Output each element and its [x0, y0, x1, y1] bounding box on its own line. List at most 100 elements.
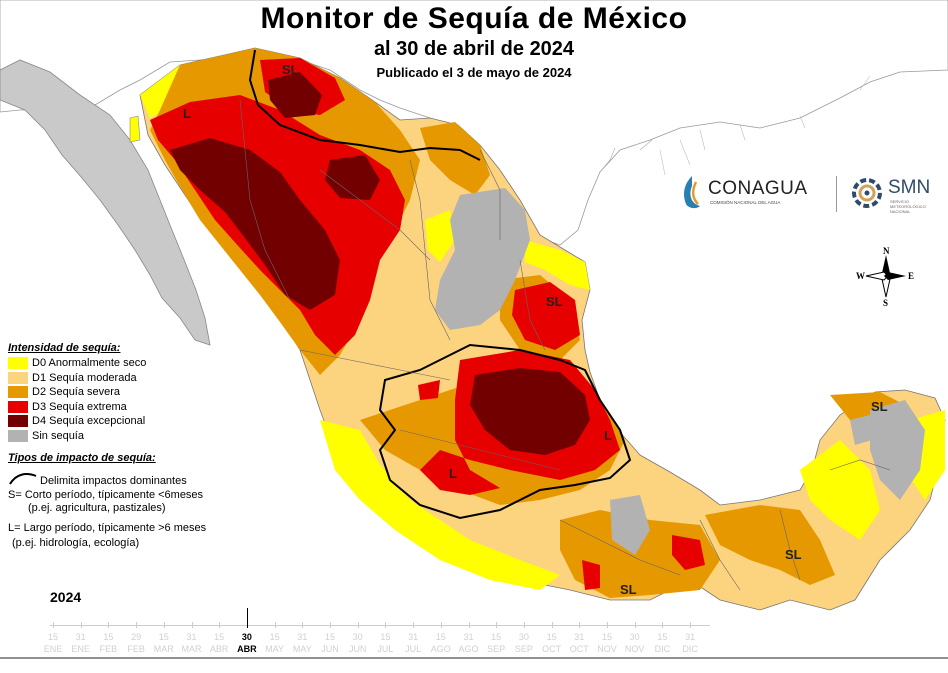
- timeline-month[interactable]: FEB: [127, 644, 145, 654]
- timeline-day[interactable]: 15: [269, 632, 280, 642]
- timeline-day[interactable]: 30: [352, 632, 363, 642]
- timeline-month[interactable]: ABR: [237, 644, 257, 654]
- timeline-tick: [496, 622, 498, 628]
- timeline-day[interactable]: 31: [186, 632, 197, 642]
- timeline-tick: [440, 622, 442, 628]
- timeline-day[interactable]: 30: [629, 632, 640, 642]
- timeline-month[interactable]: FEB: [99, 644, 118, 654]
- timeline-day[interactable]: 15: [214, 632, 225, 642]
- timeline-month[interactable]: JUN: [321, 644, 339, 654]
- timeline-tick: [53, 622, 54, 628]
- map-label-sl: SL: [785, 547, 802, 562]
- timeline-day[interactable]: 15: [324, 632, 335, 642]
- timeline-month[interactable]: OCT: [542, 644, 562, 654]
- legend-label: D4 Sequía excepcional: [32, 415, 146, 428]
- timeline-day[interactable]: 15: [435, 632, 446, 642]
- page-subtitle: al 30 de abril de 2024: [373, 38, 575, 60]
- timeline-month[interactable]: ENE: [43, 644, 63, 654]
- timeline-month[interactable]: JUL: [377, 644, 394, 654]
- timeline-month[interactable]: MAY: [265, 644, 285, 654]
- conagua-logo-text: CONAGUA: [708, 178, 808, 199]
- legend-item: D2 Sequía severa: [8, 385, 248, 400]
- timeline-day[interactable]: 29: [131, 632, 142, 642]
- map-label-l: L: [449, 466, 457, 481]
- timeline-day[interactable]: 31: [685, 632, 696, 642]
- timeline-month[interactable]: NOV: [597, 644, 617, 654]
- published-date: Publicado el 3 de mayo de 2024: [376, 65, 572, 80]
- timeline-tick: [468, 622, 470, 628]
- timeline-day[interactable]: 31: [408, 632, 419, 642]
- timeline-month[interactable]: SEP: [487, 644, 506, 654]
- map-label-sl: SL: [620, 582, 637, 597]
- smn-subtitle: SERVICIO METEOROLÓGICO NACIONAL: [890, 199, 926, 214]
- timeline-day[interactable]: 31: [75, 632, 86, 642]
- conagua-logo-icon: [684, 176, 700, 209]
- timeline-tick: [523, 622, 525, 628]
- timeline-month[interactable]: JUN: [348, 644, 367, 654]
- timeline-month[interactable]: AGO: [430, 644, 451, 654]
- map-label-l: L: [604, 428, 612, 443]
- timeline-day[interactable]: 31: [574, 632, 585, 642]
- timeline-month[interactable]: MAR: [153, 644, 174, 654]
- timeline-month[interactable]: DIC: [682, 644, 698, 654]
- timeline-month[interactable]: NOV: [624, 644, 645, 654]
- timeline-tick: [163, 622, 165, 628]
- map-label-sl: SL: [546, 294, 563, 309]
- timeline-day[interactable]: 15: [47, 632, 58, 642]
- timeline-day[interactable]: 30: [518, 632, 529, 642]
- legend-label: D3 Sequía extrema: [32, 400, 127, 413]
- legend-label: D1 Sequía moderada: [32, 371, 137, 384]
- timeline-month[interactable]: MAR: [181, 644, 202, 654]
- timeline-tick: [579, 622, 581, 628]
- timeline-month[interactable]: ABR: [209, 644, 229, 654]
- timeline-month[interactable]: AGO: [458, 644, 479, 654]
- timeline-month[interactable]: OCT: [569, 644, 589, 654]
- legend-label: D2 Sequía severa: [32, 386, 121, 399]
- timeline-tick: [662, 622, 664, 628]
- intensity-legend: Intensidad de sequía: D0 Anormalmente se…: [8, 342, 248, 443]
- smn-logo-icon: [852, 178, 882, 208]
- impact-boundary-north: [248, 49, 481, 161]
- baja-california: [0, 59, 211, 346]
- timeline-day[interactable]: 31: [463, 632, 474, 642]
- timeline-tick: [274, 622, 276, 628]
- impact-boundary-central: [378, 343, 632, 520]
- timeline-day[interactable]: 15: [491, 632, 502, 642]
- timeline-tick: [108, 622, 110, 628]
- timeline-month[interactable]: JUL: [405, 644, 422, 654]
- logo-divider: [836, 176, 837, 212]
- timeline-month[interactable]: MAY: [292, 644, 312, 654]
- legend-item: D3 Sequía extrema: [8, 400, 248, 415]
- timeline-day[interactable]: 15: [103, 632, 114, 642]
- legend-label: Sin sequía: [32, 429, 84, 442]
- timeline-day[interactable]: 15: [380, 632, 391, 642]
- timeline-tick: [191, 622, 193, 628]
- smn-logo-text: SMN: [888, 177, 931, 198]
- legend-item: D4 Sequía excepcional: [8, 414, 248, 429]
- timeline-tick: [634, 622, 636, 628]
- map-label-l: L: [183, 106, 191, 121]
- timeline-day[interactable]: 30: [241, 632, 252, 642]
- impact-heading: Tipos de impacto de sequía:: [8, 452, 156, 464]
- timeline-day[interactable]: 15: [158, 632, 169, 642]
- legend-swatch: [8, 429, 28, 442]
- legend-swatch: [8, 400, 28, 413]
- compass-s: S: [883, 298, 888, 307]
- legend-item: D1 Sequía moderada: [8, 371, 248, 386]
- timeline-day[interactable]: 15: [657, 632, 668, 642]
- timeline-month[interactable]: ENE: [71, 644, 90, 654]
- compass-n: N: [883, 246, 890, 256]
- timeline-tick: [219, 622, 221, 628]
- map-label-sl: SL: [282, 62, 299, 77]
- timeline-tick: [136, 622, 138, 628]
- map-label-sl: SL: [871, 399, 888, 414]
- timeline-tick: [357, 622, 359, 628]
- legend-heading: Intensidad de sequía:: [8, 342, 121, 354]
- compass-rose-icon: N S W E: [856, 246, 914, 307]
- timeline-day[interactable]: 15: [601, 632, 612, 642]
- timeline-day[interactable]: 15: [546, 632, 557, 642]
- timeline-day[interactable]: 31: [297, 632, 308, 642]
- timeline-month[interactable]: SEP: [514, 644, 533, 654]
- timeline-month[interactable]: DIC: [654, 644, 671, 654]
